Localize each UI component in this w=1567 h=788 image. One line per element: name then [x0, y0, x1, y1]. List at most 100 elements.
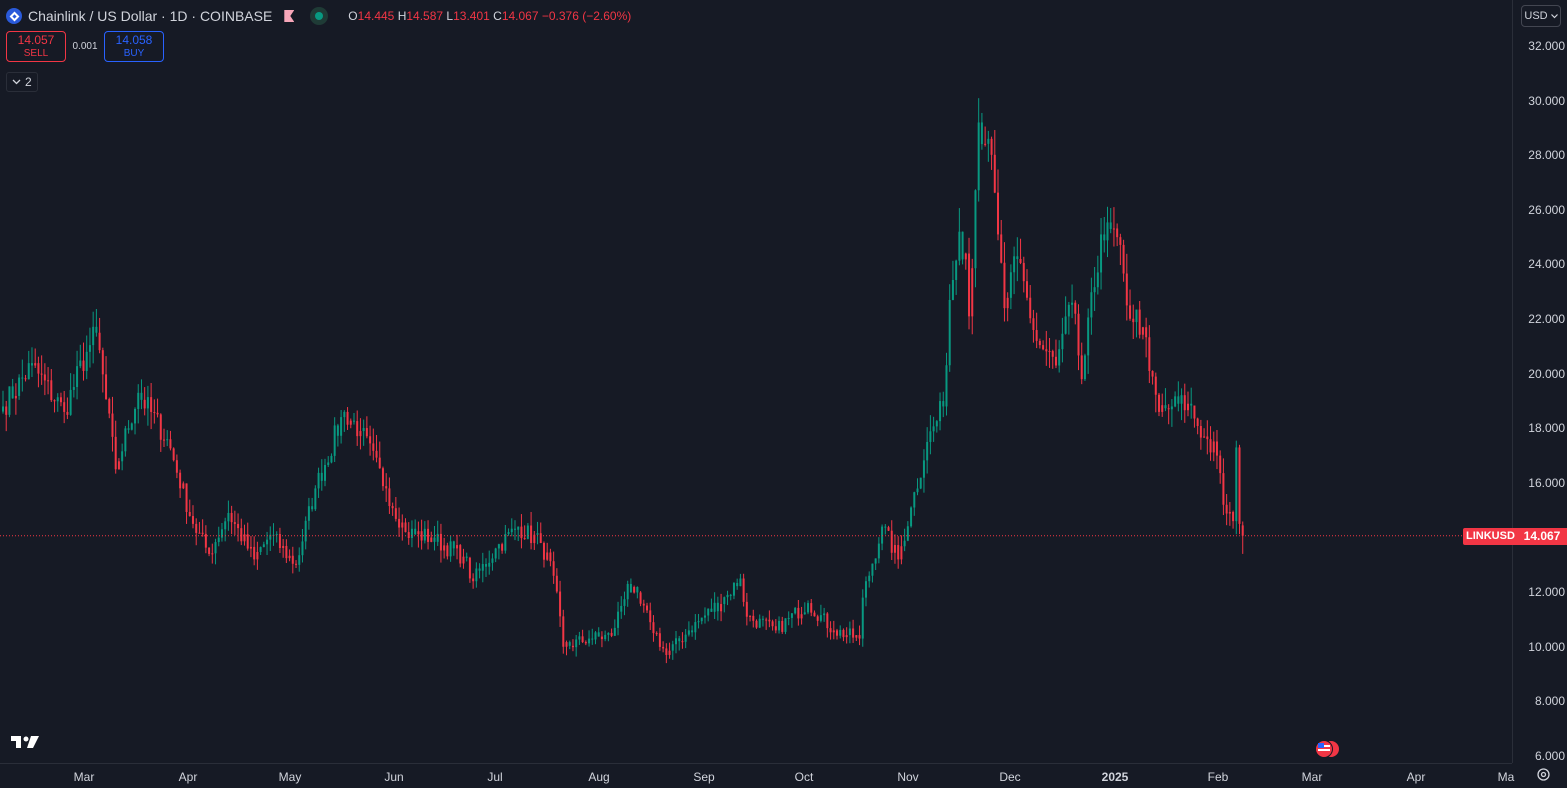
candle-body: [401, 522, 404, 528]
candle: [955, 259, 958, 295]
candle: [530, 511, 533, 550]
sell-button[interactable]: 14.057 SELL: [6, 31, 66, 62]
candle: [352, 413, 355, 425]
candle: [778, 616, 781, 634]
price-axis-tick: 32.000: [1528, 39, 1565, 53]
candle-body: [571, 645, 574, 648]
candle-body: [291, 555, 294, 564]
candle-body: [932, 426, 935, 432]
candle: [1096, 255, 1099, 295]
candle-body: [874, 558, 877, 564]
candle-body: [117, 461, 120, 470]
tradingview-logo-icon[interactable]: [9, 733, 41, 754]
candle: [916, 478, 919, 496]
candle-body: [668, 650, 671, 655]
candle-body: [191, 516, 194, 524]
candle-body: [72, 387, 75, 390]
candle: [929, 415, 932, 455]
candle: [394, 497, 397, 522]
price-axis-tick: 6.000: [1534, 749, 1565, 763]
candle-body: [987, 138, 990, 144]
candle: [604, 630, 607, 642]
candle-body: [559, 591, 562, 617]
time-axis-tick: May: [278, 770, 302, 784]
candle-body: [301, 541, 304, 556]
candle: [320, 459, 323, 491]
candle-body: [1148, 337, 1151, 371]
candle-body: [346, 411, 349, 425]
candle: [1238, 444, 1241, 535]
candle: [27, 350, 30, 380]
candle-body: [98, 332, 101, 351]
candle: [37, 356, 40, 388]
flag-icon[interactable]: [284, 10, 295, 22]
candle: [713, 592, 716, 620]
candle-body: [111, 413, 114, 437]
price-axis[interactable]: 32.000 30.000 28.000 26.000 24.000 22.000 20.0…: [1512, 0, 1567, 763]
candle-body: [278, 534, 281, 549]
candle: [1022, 256, 1025, 293]
candle-body: [459, 545, 462, 564]
candle: [758, 614, 761, 629]
candle-body: [204, 533, 207, 548]
buy-button[interactable]: 14.058 BUY: [104, 31, 164, 62]
chart-pane[interactable]: [0, 0, 1512, 763]
candle-body: [1103, 234, 1106, 241]
indicators-toggle-button[interactable]: 2: [6, 72, 38, 92]
candle-body: [1215, 441, 1218, 456]
candle-body: [1003, 262, 1006, 309]
candle: [1093, 267, 1096, 311]
candle: [935, 419, 938, 433]
candle: [678, 635, 681, 651]
candle-body: [646, 605, 649, 611]
candle: [794, 606, 797, 615]
candle-body: [919, 477, 922, 489]
candle: [369, 425, 372, 456]
settings-icon[interactable]: [1536, 767, 1551, 785]
market-status-icon[interactable]: [310, 7, 329, 25]
candle-body: [1161, 405, 1164, 412]
candle: [526, 523, 529, 540]
price-axis-tick: 22.000: [1528, 312, 1565, 327]
time-axis-tick: Mar: [73, 770, 95, 784]
candle-body: [134, 408, 137, 424]
candle: [211, 543, 214, 564]
candle: [449, 535, 452, 562]
candle-body: [259, 547, 262, 553]
candle: [774, 619, 777, 634]
candle-body: [1000, 234, 1003, 263]
candle: [11, 378, 14, 399]
candle: [1051, 349, 1054, 369]
candle-body: [1106, 222, 1109, 241]
candle-body: [288, 555, 291, 559]
price-axis-tick: 26.000: [1528, 202, 1565, 217]
candle: [98, 317, 101, 354]
economic-events-icon[interactable]: [1312, 739, 1344, 764]
candle-body: [201, 532, 204, 534]
chevron-down-icon: [12, 79, 21, 85]
candle: [259, 546, 262, 555]
time-axis-tick: 2025: [1101, 770, 1129, 784]
candle-body: [1235, 447, 1238, 522]
symbol-title[interactable]: Chainlink / US Dollar · 1D · COINBASE: [28, 8, 273, 24]
candle: [665, 643, 668, 664]
candle: [1212, 431, 1215, 462]
candle-body: [623, 599, 626, 606]
currency-select[interactable]: USD: [1521, 5, 1561, 27]
candle-body: [1135, 309, 1138, 323]
candle: [1038, 338, 1041, 349]
candle-body: [694, 622, 697, 633]
candle: [5, 400, 8, 432]
time-axis[interactable]: Mar Apr May Jun Jul Aug Sep Oct Nov Dec 2025 Feb Mar…: [0, 763, 1514, 788]
candle-body: [707, 608, 710, 616]
candlestick-chart[interactable]: [0, 0, 1512, 763]
candle-body: [372, 443, 375, 451]
price-axis-tick: 28.000: [1528, 148, 1565, 163]
candle-body: [633, 586, 636, 593]
candle-body: [549, 552, 552, 562]
candle: [398, 507, 401, 537]
candle-body: [990, 138, 993, 155]
candle: [224, 517, 227, 542]
candle: [146, 385, 149, 426]
candle: [610, 628, 613, 638]
